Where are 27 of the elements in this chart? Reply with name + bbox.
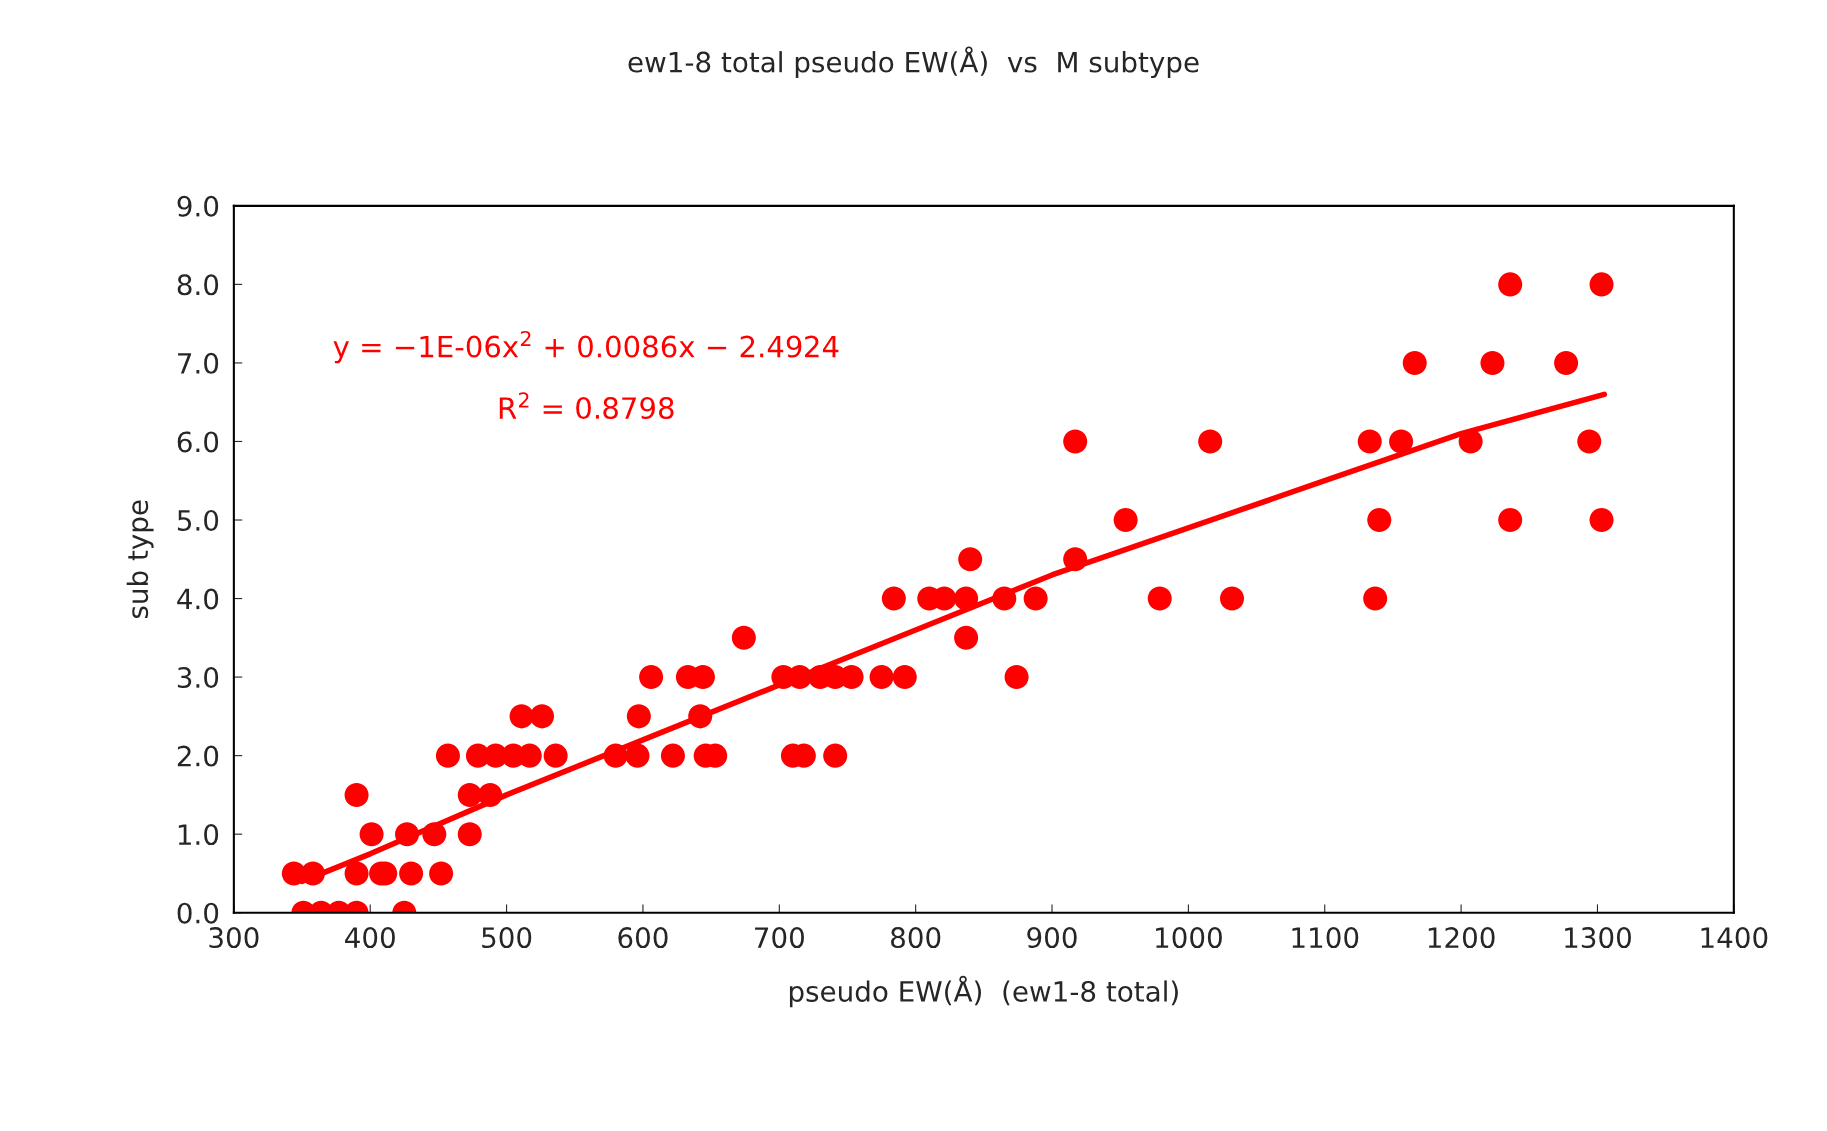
- y-tick-label: 8.0: [177, 274, 219, 296]
- x-tick-label: 1300: [1565, 927, 1631, 949]
- x-tick-label: 900: [1027, 927, 1077, 949]
- y-tick-label: 3.0: [177, 667, 219, 689]
- y-tick-label: 7.0: [178, 352, 219, 374]
- x-tick-label: 1000: [1156, 927, 1222, 949]
- annotation: y = −1E-06x$^{2}$ + 0.0086x − 2.4924: [333, 330, 839, 364]
- y-tick-label: 5.0: [177, 509, 219, 531]
- x-axis-title: pseudo EW(Å) (ew1-8 total): [789, 975, 1178, 1008]
- y-tick-label: 1.0: [178, 824, 219, 846]
- y-tick-label: 9.0: [177, 195, 219, 217]
- x-tick-label: 300: [209, 927, 259, 949]
- x-tick-label: 600: [618, 927, 668, 949]
- x-tick-label: 500: [482, 927, 532, 949]
- x-tick-label: 1100: [1292, 927, 1359, 949]
- x-tick-label: 400: [345, 927, 395, 949]
- x-tick-label: 700: [755, 927, 804, 949]
- annotation: R$^{2}$ = 0.8798: [499, 392, 674, 420]
- x-tick-label: 800: [891, 927, 941, 949]
- y-tick-label: 4.0: [177, 588, 219, 610]
- chart-title: ew1-8 total pseudo EW(Å) vs M subtype: [628, 46, 1199, 78]
- y-tick-label: 0.0: [177, 902, 219, 924]
- y-axis-title: sub type: [126, 500, 154, 619]
- y-tick-label: 2.0: [177, 745, 219, 767]
- x-tick-label: 1200: [1428, 927, 1495, 949]
- y-tick-label: 6.0: [177, 431, 219, 453]
- x-tick-label: 1400: [1701, 927, 1768, 949]
